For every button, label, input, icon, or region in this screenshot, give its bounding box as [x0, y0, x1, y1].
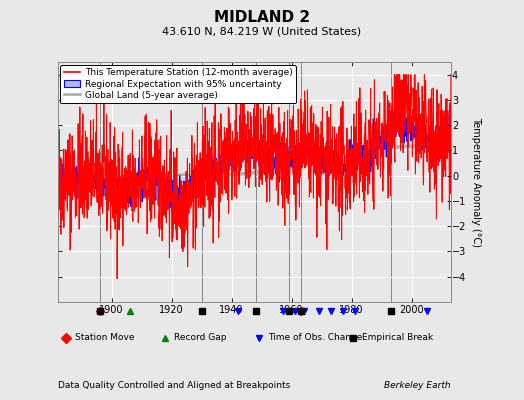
- Text: Berkeley Earth: Berkeley Earth: [384, 381, 451, 390]
- Text: Data Quality Controlled and Aligned at Breakpoints: Data Quality Controlled and Aligned at B…: [58, 381, 290, 390]
- Text: Empirical Break: Empirical Break: [362, 334, 433, 342]
- Text: Station Move: Station Move: [75, 334, 135, 342]
- Text: Record Gap: Record Gap: [173, 334, 226, 342]
- Legend: This Temperature Station (12-month average), Regional Expectation with 95% uncer: This Temperature Station (12-month avera…: [60, 65, 296, 104]
- Text: 43.610 N, 84.219 W (United States): 43.610 N, 84.219 W (United States): [162, 26, 362, 36]
- Y-axis label: Temperature Anomaly (°C): Temperature Anomaly (°C): [471, 117, 481, 247]
- Text: MIDLAND 2: MIDLAND 2: [214, 10, 310, 25]
- Text: Time of Obs. Change: Time of Obs. Change: [268, 334, 362, 342]
